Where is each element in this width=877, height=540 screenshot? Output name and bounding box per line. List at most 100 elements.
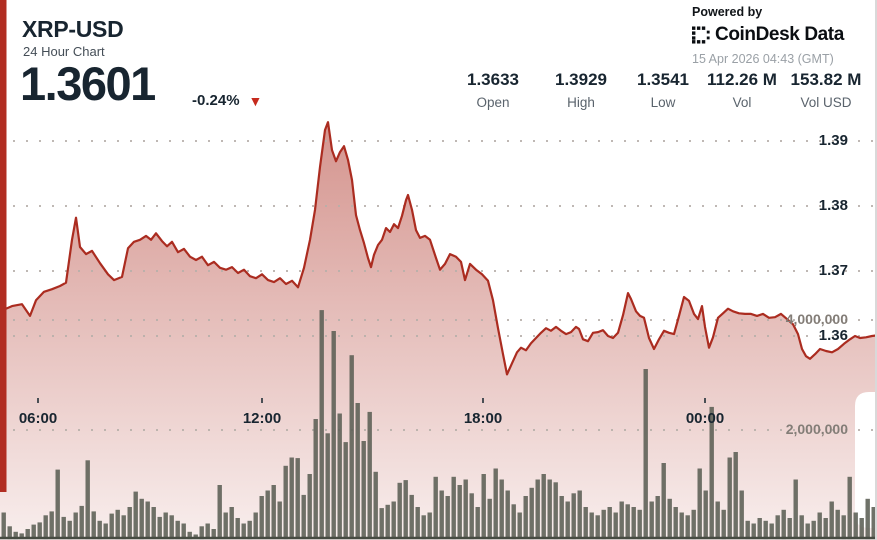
volume-bar [805,523,810,539]
volume-bar [871,507,876,539]
volume-bar [373,471,378,539]
stat-vol-value: 112.26 M [707,70,777,89]
volume-bar [655,496,660,539]
powered-by-block[interactable]: Powered by CoinDesk Data 15 Apr 2026 04:… [692,5,844,66]
volume-bar [241,523,246,539]
stat-vol-label: Vol [732,95,752,110]
volume-bar [421,515,426,540]
volume-bar [679,512,684,539]
stat-high-value: 1.3929 [555,70,607,89]
volume-bar [433,476,438,540]
volume-bar [517,512,522,539]
volume-bar [7,526,12,540]
volume-bar [319,310,324,539]
volume-bar [511,504,516,540]
volume-bar [67,520,72,540]
price-change: -0.24% ▼ [192,92,262,109]
volume-bar [301,494,306,539]
volume-bar [571,493,576,540]
volume-bar [535,479,540,539]
volume-bar [91,511,96,539]
volume-bar [673,507,678,539]
powered-by-label: Powered by [692,5,763,19]
volume-bar [577,490,582,539]
symbol-title: XRP-USD [22,16,124,42]
volume-bar [493,468,498,539]
volume-bar [787,518,792,539]
stat-vol-usd-value: 153.82 M [790,70,862,89]
brand-row[interactable]: CoinDesk Data [692,24,844,46]
volume-bar [325,433,330,539]
volume-bar [613,512,618,539]
stat-open-label: Open [476,95,510,110]
volume-bar [829,501,834,539]
brand-name: CoinDesk Data [715,24,844,45]
volume-bar [685,515,690,540]
volume-bar [553,482,558,540]
volume-bar [601,509,606,540]
chart-subtitle: 24 Hour Chart [23,44,105,59]
volume-bar [271,485,276,539]
stat-vol-usd: 153.82 M Vol USD [771,70,877,110]
volume-bar [415,507,420,539]
volume-bar [439,490,444,539]
stat-low-label: Low [650,95,676,110]
volume-bar [451,476,456,540]
volume-bar [283,465,288,540]
volume-bar [835,509,840,540]
volume-bar [853,512,858,539]
stat-low-value: 1.3541 [637,70,689,89]
x-tick [261,398,263,403]
volume-bar [733,452,738,539]
volume-bar [427,512,432,539]
volume-bar [505,490,510,539]
volume-bar [163,512,168,539]
volume-bar [289,457,294,539]
volume-bar [463,479,468,539]
volume-bar [625,504,630,540]
volume-bar [457,485,462,539]
volume-bar [385,504,390,539]
volume-bar [217,485,222,539]
volume-bar [715,501,720,539]
volume-bar [247,520,252,540]
volume-bar [397,482,402,539]
volume-bar [583,507,588,539]
stat-vol: 112.26 M Vol [687,70,797,110]
volume-bar [559,496,564,539]
volume-bar [523,496,528,539]
volume-bar [223,512,228,539]
volume-bar [589,512,594,539]
x-tick [37,398,39,403]
stat-high-label: High [567,95,595,110]
volume-bar [565,501,570,539]
left-accent-stripe [0,0,7,492]
volume-bar [355,403,360,539]
price-down-triangle-icon: ▼ [248,92,263,109]
volume-bar [547,479,552,539]
volume-bar [133,491,138,539]
volume-bar [745,520,750,540]
volume-bar [151,507,156,539]
volume-bar [775,515,780,540]
area-fill [0,122,877,540]
volume-bar [391,501,396,539]
volume-bar [37,522,42,539]
volume-bar [199,526,204,540]
volume-bar [187,531,192,540]
volume-bar [781,509,786,540]
stat-open-value: 1.3633 [467,70,519,89]
volume-bar [409,494,414,539]
volume-bar [97,520,102,540]
volume-bar [115,509,120,540]
right-notch [855,392,877,528]
volume-bar [121,515,126,540]
volume-bar [499,479,504,539]
volume-bar [235,518,240,539]
volume-bar [769,523,774,539]
stat-open: 1.3633 Open [438,70,548,110]
volume-bar [469,493,474,540]
volume-bar [703,490,708,539]
